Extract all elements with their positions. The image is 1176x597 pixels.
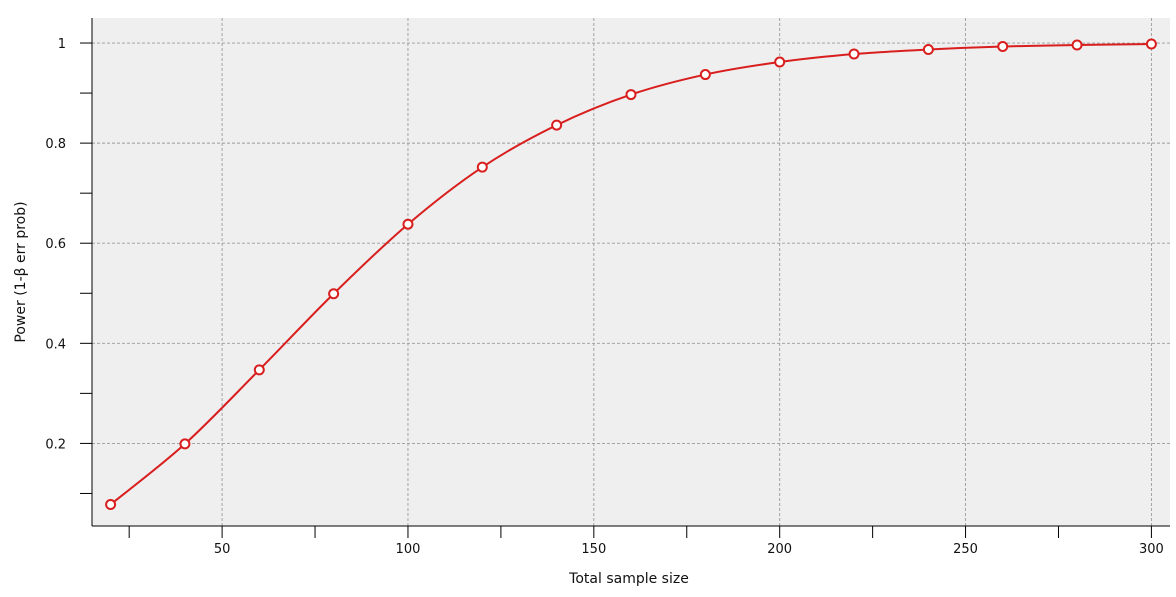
- x-tick-label: 300: [1139, 542, 1164, 557]
- tick-labels: 50 100 150 200 250 300 0.2 0.4 0.6 0.8 1: [45, 37, 1164, 557]
- y-axis-title: Power (1-β err prob): [13, 201, 29, 342]
- y-tick-label: 1: [58, 37, 66, 52]
- x-tick-label: 100: [396, 542, 421, 557]
- data-point: [625, 89, 637, 101]
- plot-area: [92, 18, 1170, 526]
- data-point: [402, 218, 414, 230]
- ticks: [80, 42, 1152, 538]
- data-point: [328, 288, 340, 300]
- data-point: [476, 161, 488, 173]
- x-tick-label: 50: [214, 542, 231, 557]
- series-layer: [105, 38, 1157, 510]
- data-point: [1145, 38, 1157, 50]
- data-point: [699, 69, 711, 81]
- data-point: [253, 364, 265, 376]
- data-point: [1071, 39, 1083, 51]
- y-tick-label: 0.2: [45, 437, 66, 452]
- axes: [91, 18, 1170, 527]
- y-tick-label: 0.6: [45, 237, 66, 252]
- data-point: [551, 119, 563, 131]
- x-tick-label: 150: [581, 542, 606, 557]
- data-point: [848, 48, 860, 60]
- x-tick-label: 250: [953, 542, 978, 557]
- data-point: [997, 41, 1009, 53]
- data-point: [922, 44, 934, 56]
- y-tick-label: 0.4: [45, 337, 66, 352]
- series-line: [109, 43, 1152, 506]
- y-tick-label: 0.8: [45, 137, 66, 152]
- data-point: [105, 498, 117, 510]
- x-tick-label: 200: [767, 542, 792, 557]
- data-point: [179, 438, 191, 450]
- data-point: [774, 56, 786, 68]
- x-axis-title: Total sample size: [568, 571, 689, 587]
